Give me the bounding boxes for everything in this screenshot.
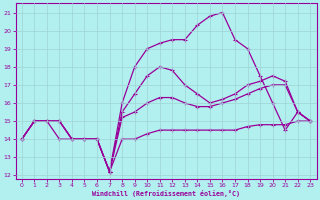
X-axis label: Windchill (Refroidissement éolien,°C): Windchill (Refroidissement éolien,°C) — [92, 190, 240, 197]
